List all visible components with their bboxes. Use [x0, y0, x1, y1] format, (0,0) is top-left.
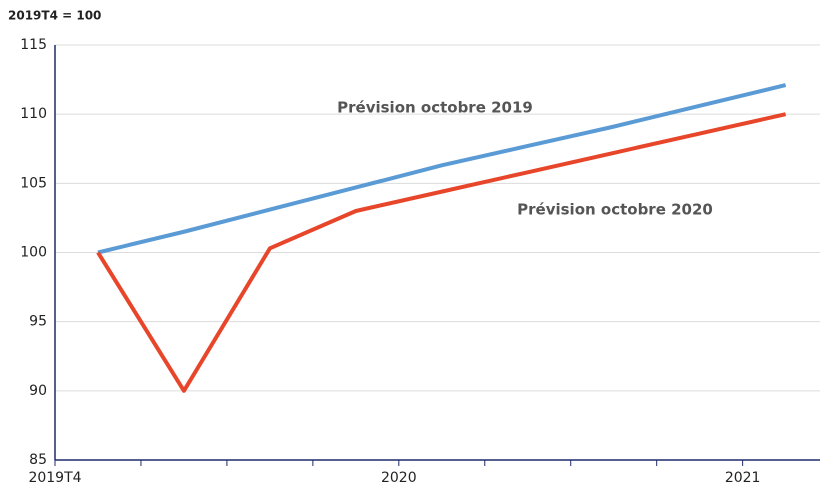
series-line: [96, 112, 787, 393]
y-tick-label: 100: [20, 245, 47, 261]
y-tick-label: 85: [29, 452, 47, 468]
series-label: Prévision octobre 2020: [517, 201, 713, 219]
series-line: [97, 83, 787, 255]
x-tick-label: 2021: [725, 470, 761, 486]
y-tick-label: 115: [20, 37, 47, 53]
x-tick-label: 2020: [381, 470, 417, 486]
y-tick-label: 105: [20, 175, 47, 191]
x-tick-label: 2019T4: [28, 470, 81, 486]
y-tick-label: 110: [20, 106, 47, 122]
y-tick-label: 95: [29, 314, 47, 330]
unit-label: 2019T4 = 100: [8, 9, 101, 23]
series-label: Prévision octobre 2019: [337, 99, 533, 117]
y-tick-label: 90: [29, 383, 47, 399]
